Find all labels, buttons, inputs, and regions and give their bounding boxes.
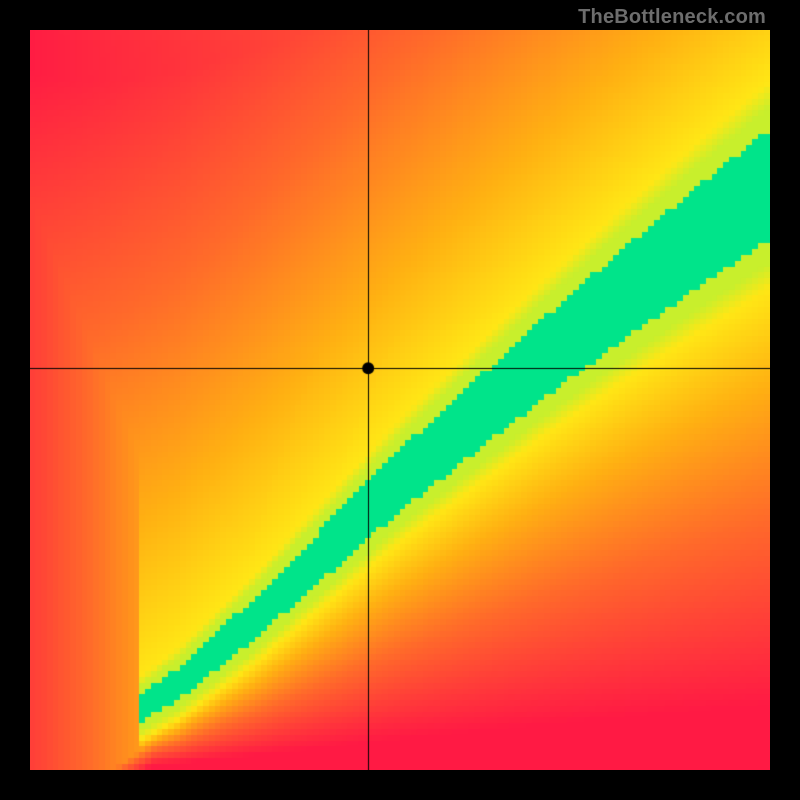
watermark-text: TheBottleneck.com <box>578 6 766 29</box>
chart-root: TheBottleneck.com <box>0 0 800 800</box>
heatmap-canvas <box>30 30 770 770</box>
